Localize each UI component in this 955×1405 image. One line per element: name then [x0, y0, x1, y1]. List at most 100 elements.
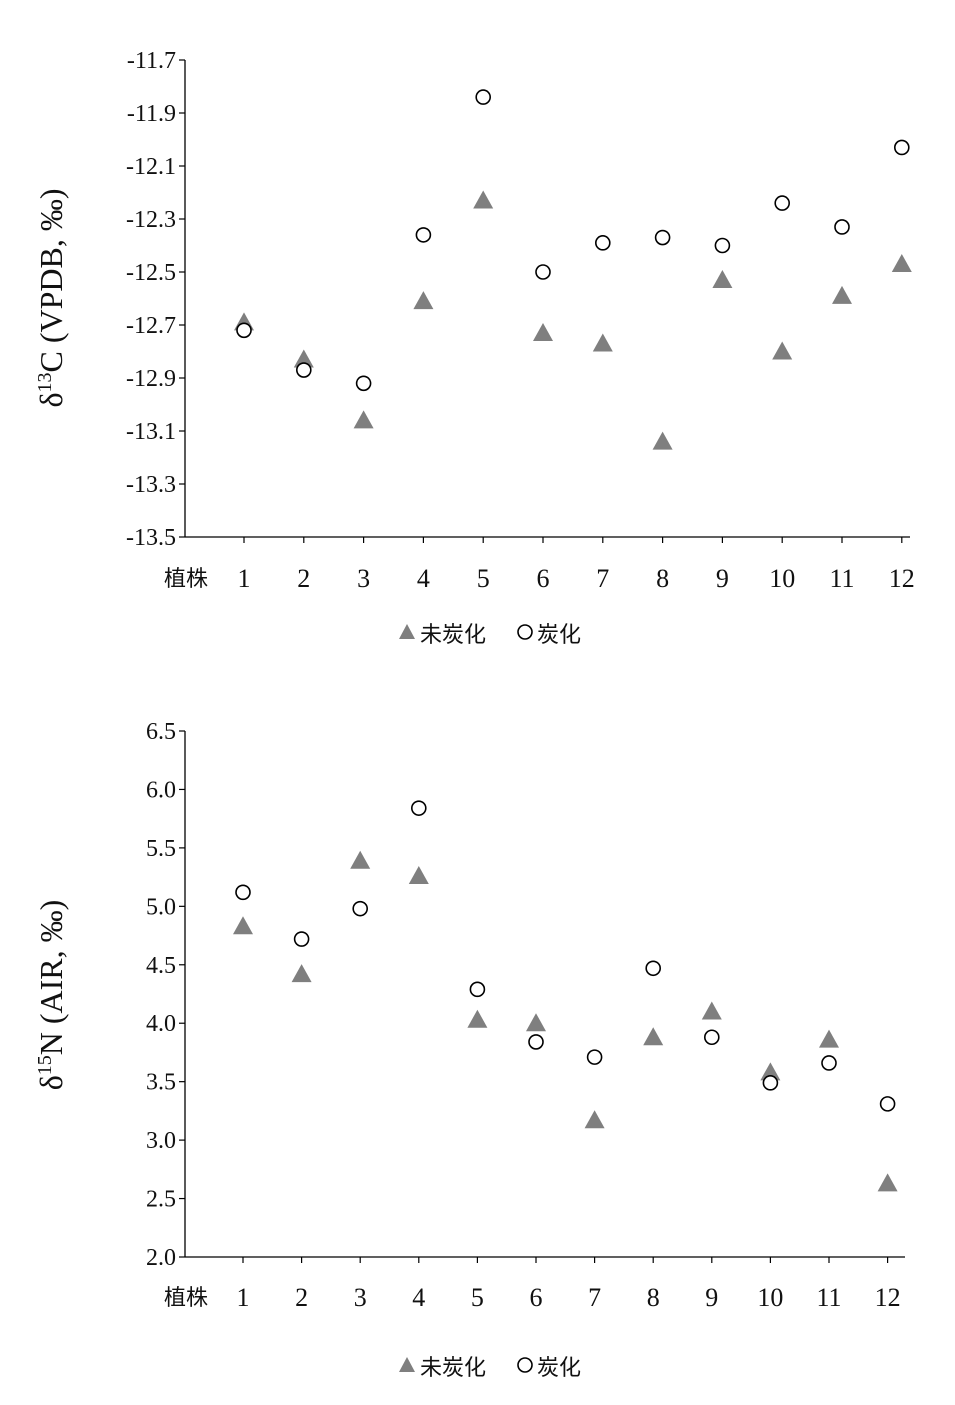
data-point-charred [714, 237, 731, 254]
y-tick-label: 6.5 [146, 719, 176, 745]
legend-marker-triangle [399, 624, 415, 639]
y-axis-label: δ15N (AIR, ‰) [33, 900, 69, 1091]
x-tick-label: 4 [412, 1283, 425, 1312]
data-point-charred [410, 800, 427, 816]
data-point-charred [834, 219, 850, 235]
x-tick-label: 6 [537, 564, 550, 593]
data-point-charred [355, 375, 372, 392]
legend-marker-triangle [399, 1357, 415, 1372]
x-tick-label: 3 [357, 564, 370, 593]
data-point-charred [594, 235, 611, 251]
x-tick-label: 6 [530, 1283, 543, 1312]
y-tick-label: -11.9 [127, 101, 176, 127]
data-point-charred [645, 960, 662, 977]
x-tick-label: 12 [875, 1283, 901, 1312]
data-point-uncharred [413, 291, 434, 310]
data-point-uncharred [473, 190, 494, 209]
x-tick-label: 7 [596, 564, 609, 593]
y-tick-label: -12.5 [126, 260, 176, 286]
data-point-uncharred [701, 1001, 722, 1020]
legend-label-uncharred: 未炭化 [420, 1356, 486, 1381]
x-tick-label: 8 [656, 564, 669, 593]
y-tick-label: -13.1 [126, 419, 176, 445]
data-point-uncharred [652, 431, 673, 450]
legend: 未炭化 炭化 [399, 623, 581, 648]
data-point-uncharred [643, 1027, 664, 1046]
data-point-uncharred [233, 916, 253, 935]
y-tick-label: 5.0 [146, 894, 176, 920]
y-tick-label: -12.7 [126, 313, 176, 339]
data-point-uncharred [533, 322, 553, 341]
x-axis-prefix-label: 植株 [164, 567, 208, 592]
x-tick-label: 12 [889, 564, 915, 593]
x-tick-label: 10 [769, 564, 795, 593]
x-tick-label: 5 [471, 1283, 484, 1312]
legend-marker-circle [517, 1357, 533, 1373]
data-point-charred [535, 264, 551, 280]
data-point-uncharred [832, 285, 852, 304]
data-point-charred [475, 89, 492, 105]
y-tick-label: 6.0 [146, 777, 176, 803]
data-point-uncharred [592, 333, 613, 352]
y-tick-label: -12.3 [126, 207, 176, 233]
x-tick-label: 10 [757, 1283, 783, 1312]
chart-carbon: δ13C (VPDB, ‰) 植株 未炭化 炭化 -11.7 -11.9 -12.1… [33, 48, 915, 648]
data-point-uncharred [353, 410, 374, 429]
y-axis-label: δ13C (VPDB, ‰) [33, 188, 69, 407]
legend-label-uncharred: 未炭化 [420, 623, 486, 648]
y-tick-label: 4.0 [146, 1011, 176, 1037]
data-point-uncharred [467, 1009, 488, 1028]
data-point-uncharred [350, 850, 371, 869]
data-point-charred [528, 1034, 544, 1050]
y-tick-label: 3.0 [146, 1128, 176, 1154]
y-tick-label: 3.5 [146, 1070, 176, 1096]
y-tick-label: 4.5 [146, 953, 176, 979]
x-axis-prefix-label: 植株 [164, 1286, 208, 1311]
y-tick-label: -13.5 [126, 525, 176, 551]
data-point-charred [235, 884, 251, 901]
data-point-uncharred [891, 254, 912, 273]
x-tick-label: 1 [237, 1283, 250, 1312]
data-point-uncharred [584, 1110, 605, 1129]
y-tick-label: 2.5 [146, 1187, 176, 1213]
data-point-charred [774, 195, 791, 211]
data-point-uncharred [772, 341, 793, 360]
data-point-charred [352, 900, 369, 917]
x-tick-label: 11 [816, 1283, 841, 1312]
x-tick-label: 3 [354, 1283, 367, 1312]
x-tick-label: 1 [238, 564, 251, 593]
data-point-uncharred [291, 964, 312, 983]
x-tick-label: 7 [588, 1283, 601, 1312]
x-tick-label: 4 [417, 564, 430, 593]
data-point-charred [236, 322, 252, 339]
data-point-charred [654, 229, 671, 246]
y-tick-label: -13.3 [126, 472, 176, 498]
data-point-charred [415, 227, 432, 243]
data-point-uncharred [408, 865, 429, 884]
data-point-charred [821, 1055, 837, 1071]
y-tick-label: -11.7 [127, 48, 176, 74]
x-tick-label: 2 [295, 1283, 308, 1312]
x-tick-label: 5 [477, 564, 490, 593]
x-tick-label: 8 [647, 1283, 660, 1312]
x-tick-label: 2 [297, 564, 310, 593]
data-point-charred [586, 1049, 603, 1065]
x-tick-label: 11 [829, 564, 854, 593]
data-point-uncharred [760, 1062, 781, 1081]
data-point-charred [469, 981, 486, 998]
data-point-charred [762, 1075, 779, 1091]
legend-marker-circle [517, 624, 533, 640]
data-point-charred [295, 362, 312, 378]
y-tick-label: 2.0 [146, 1245, 176, 1271]
data-point-charred [879, 1096, 896, 1112]
data-point-uncharred [877, 1173, 898, 1192]
legend: 未炭化 炭化 [399, 1356, 581, 1381]
data-point-uncharred [526, 1013, 546, 1032]
y-tick-label: 5.5 [146, 836, 176, 862]
data-point-charred [293, 931, 310, 947]
x-tick-label: 9 [716, 564, 729, 593]
data-point-uncharred [819, 1029, 839, 1048]
y-tick-label: -12.9 [126, 366, 176, 392]
data-point-uncharred [712, 269, 733, 288]
